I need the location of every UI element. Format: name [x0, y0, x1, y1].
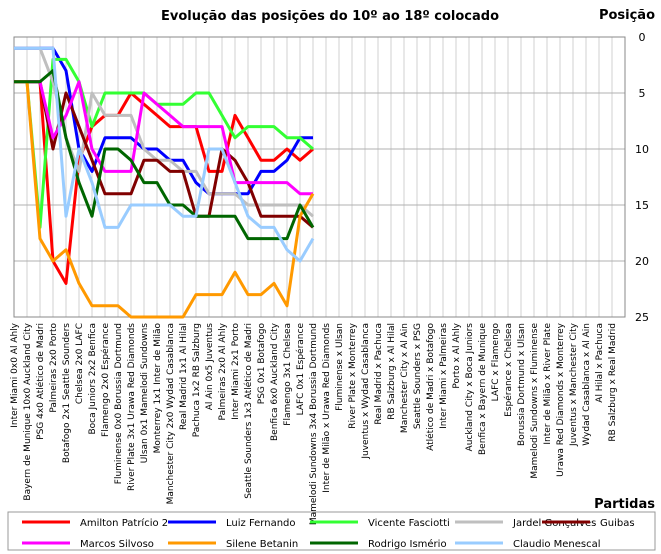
- x-tick-label: Inter Miami 0x0 Al Ahly: [10, 322, 20, 427]
- x-tick-label: Mamelodi Sundowns 3x4 Borussia Dortmund: [309, 323, 319, 525]
- y-tick-label: 0: [639, 31, 646, 44]
- legend-label: Amilton Patrício 2: [80, 517, 168, 529]
- x-tick-label: Flamengo 3x1 Chelsea: [283, 323, 293, 426]
- x-tick-label: Inter de Milão x Urawa Red Diamonds: [322, 323, 332, 493]
- series-line: [14, 57, 314, 229]
- x-tick-label: Real Madrid x Pachuca: [374, 323, 384, 425]
- x-tick-label: Manchester City 2x0 Wydad Casablanca: [166, 323, 176, 504]
- x-tick-label: Fluminense 0x0 Borussia Dortmund: [114, 323, 124, 484]
- x-tick-label: Real Madrid 1x1 Al Hilal: [179, 323, 189, 430]
- legend-label: Silene Betanin: [226, 539, 298, 550]
- x-tick-label: Flamengo 2x0 Espérance: [100, 323, 111, 437]
- legend-label: Luiz Fernando: [226, 518, 296, 529]
- x-tick-label: Boca Juniors 2x2 Benfica: [88, 323, 98, 435]
- x-tick-label: Seattle Sounders x PSG: [413, 323, 423, 429]
- x-tick-label: Benfica x Bayern de Munique: [478, 323, 488, 455]
- x-tick-label: Porto x Al Ahly: [452, 322, 462, 388]
- x-tick-label: Ulsan 0x1 Mamelodi Sundowns: [140, 323, 150, 464]
- x-tick-label: Auckland City x Boca Juniors: [465, 323, 475, 452]
- x-tick-label: Urawa Red Diamonds x Monterrey: [556, 322, 566, 476]
- legend-label: Vicente Fasciotti: [368, 518, 450, 529]
- x-tick-label: Benfica 6x0 Auckland City: [270, 322, 280, 441]
- plot-frame: [13, 36, 626, 318]
- y-tick-label: 15: [635, 199, 649, 212]
- legend-label: Claudio Menescal: [513, 539, 601, 550]
- y-tick-label: 25: [635, 311, 649, 324]
- series-line: [14, 46, 313, 196]
- y-tick-label: 20: [635, 255, 649, 268]
- x-tick-label: Atlético de Madri x Botafogo: [425, 323, 436, 451]
- x-tick-label: Pachuca 1x2 RB Salzburg: [192, 323, 202, 437]
- y-tick-label: 10: [635, 143, 649, 156]
- x-tick-label: Palmeiras 2x0 Porto: [49, 323, 59, 413]
- x-tick-label: Palmeiras 2x0 Al Ahly: [218, 322, 228, 420]
- series-line: [14, 80, 314, 285]
- x-tick-label: Juventus x Manchester City: [569, 322, 579, 447]
- x-axis-label: Partidas: [594, 497, 655, 512]
- legend-label: Rodrigo Ismério: [368, 538, 447, 550]
- x-tick-label: Espérance x Chelsea: [503, 323, 514, 417]
- x-tick-label: River Plate x Monterrey: [348, 322, 358, 428]
- series-line: [14, 80, 314, 229]
- series-line: [14, 69, 315, 241]
- x-tick-label: Fluminense x Ulsan: [335, 323, 345, 411]
- x-tick-label: Wydad Casablanca x Al Ain: [582, 323, 592, 446]
- x-tick-label: Bayern de Munique 10x0 Auckland City: [23, 322, 33, 500]
- x-tick-label: Mamelodi Sundowns x Fluminense: [530, 323, 540, 479]
- y-axis-label: Posição: [599, 8, 655, 23]
- x-tick-label: Seattle Sounders 1x3 Atlético de Madri: [243, 323, 254, 499]
- y-tick-label: 5: [639, 87, 646, 100]
- x-tick-label: PSG 4x0 Atlético de Madri: [35, 323, 46, 440]
- legend-label: Marcos Silvoso: [80, 539, 154, 550]
- x-tick-label: Borussia Dortmund x Ulsan: [517, 323, 527, 446]
- x-tick-label: Al Ain 0x5 Juventus: [205, 323, 215, 411]
- x-tick-label: Botafogo 2x1 Seattle Sounders: [62, 323, 72, 463]
- x-tick-label: PSG 0x1 Botafogo: [257, 323, 267, 405]
- x-tick-label: Juventus x Wydad Casablanca: [361, 323, 371, 460]
- series-line: [14, 80, 315, 319]
- x-tick-label: Monterrey 1x1 Inter de Milão: [153, 323, 163, 454]
- x-tick-label: RB Salzburg x Real Madrid: [608, 323, 618, 442]
- x-tick-label: Inter de Milão x River Plate: [543, 323, 553, 445]
- legend-box: [7, 511, 656, 551]
- x-tick-label: LAFC 0x1 Espérance: [295, 323, 306, 416]
- x-tick-label: Al Hilal x Pachuca: [595, 323, 605, 403]
- x-tick-label: RB Salzburg x Al Hilal: [387, 323, 397, 420]
- x-tick-label: LAFC x Flamengo: [491, 323, 501, 402]
- x-tick-label: Manchester City x Al Ain: [400, 323, 410, 433]
- x-tick-label: River Plate 3x1 Urawa Red Diamonds: [127, 323, 137, 491]
- x-tick-label: Inter Miami x Palmeiras: [439, 323, 449, 429]
- series-line: [14, 46, 315, 263]
- chart-title: Evolução das posições do 10º ao 18º colo…: [161, 9, 499, 24]
- legend-label: Guibas: [600, 518, 635, 529]
- x-tick-label: Chelsea 2x0 LAFC: [75, 323, 85, 404]
- x-tick-label: Inter Miami 2x1 Porto: [231, 323, 241, 420]
